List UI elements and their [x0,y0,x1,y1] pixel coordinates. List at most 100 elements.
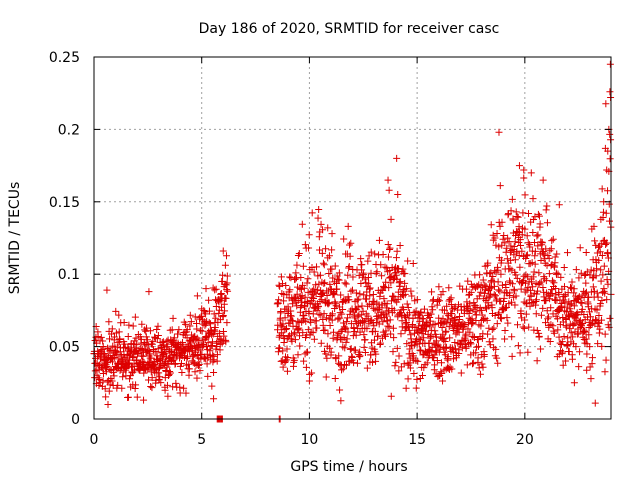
data-point-1011 [357,311,365,319]
data-point-1239 [406,364,414,372]
data-point-1005 [356,352,364,360]
data-point-1533 [470,299,478,307]
x-tick-label-3: 15 [408,432,426,448]
data-point-431 [183,354,191,362]
data-point-603 [220,332,228,340]
data-point-115 [115,311,123,319]
data-point-1795 [526,260,534,268]
data-point-1055 [367,351,375,359]
data-point-1496 [462,330,470,338]
data-point-863 [325,252,333,260]
data-point-222 [138,320,146,328]
data-point-664 [283,324,291,332]
data-point-1370 [435,314,443,322]
data-point-1954 [560,283,568,291]
data-point-1936 [557,347,565,355]
data-point-2181 [606,88,614,96]
data-point-1301 [420,364,428,372]
data-point-2141 [601,289,609,297]
data-point-81 [107,330,115,338]
data-point-71 [105,387,113,395]
data-point-1876 [544,315,552,323]
data-point-1076 [371,327,379,335]
data-point-1145 [386,316,394,324]
data-point-948 [344,271,352,279]
data-point-2047 [581,327,589,335]
data-point-702 [291,329,299,337]
data-point-1487 [460,337,468,345]
data-point-1989 [568,278,576,286]
data-point-1821 [532,297,540,305]
data-point-1044 [364,273,372,281]
data-point-1816 [531,252,539,260]
data-point-2166 [606,155,614,163]
data-point-162 [125,321,133,329]
data-point-1729 [512,292,520,300]
data-point-2146 [602,100,610,108]
data-point-2132 [599,271,607,279]
data-point-1804 [528,259,536,267]
data-point-987 [352,331,360,339]
data-point-615 [222,252,230,260]
data-point-445 [186,322,194,330]
data-point-378 [171,359,179,367]
data-point-1768 [520,324,528,332]
data-point-1337 [428,288,436,296]
data-point-1846 [537,278,545,286]
data-point-1786 [524,239,532,247]
data-point-1560 [476,271,484,279]
data-point-1899 [549,277,557,285]
data-point-112 [114,338,122,346]
data-point-201 [133,393,141,401]
data-point-835 [319,259,327,267]
data-point-862 [325,299,333,307]
data-point-45 [100,350,108,358]
data-point-865 [326,280,334,288]
data-point-960 [346,345,354,353]
data-point-1164 [390,306,398,314]
data-point-1818 [531,260,539,268]
data-point-470 [191,313,199,321]
data-point-515 [201,321,209,329]
data-point-1077 [372,357,380,365]
data-point-2154 [604,187,612,195]
data-point-165 [126,375,134,383]
data-point-668 [283,367,291,375]
data-point-1615 [487,284,495,292]
data-point-85 [108,325,116,333]
data-point-1335 [427,310,435,318]
data-point-1271 [413,296,421,304]
data-point-330 [161,386,169,394]
data-point-1661 [497,315,505,323]
data-point-725 [296,342,304,350]
data-point-355 [166,369,174,377]
data-point-1646 [494,278,502,286]
data-point-1893 [547,245,555,253]
data-point-568 [212,302,220,310]
data-point-1787 [524,209,532,217]
data-point-642 [278,289,286,297]
data-point-1278 [415,328,423,336]
data-point-1662 [498,256,506,264]
data-point-2021 [575,274,583,282]
data-point-1571 [478,360,486,368]
x-axis-label: GPS time / hours [290,459,407,475]
data-point-1514 [466,300,474,308]
data-point-836 [320,327,328,335]
data-point-1941 [558,300,566,308]
data-point-2176 [515,162,523,170]
data-point-1417 [445,284,453,292]
data-point-631 [275,344,283,352]
data-point-692 [289,300,297,308]
data-point-1362 [433,342,441,350]
data-point-1845 [537,257,545,265]
plot-frame [93,56,612,420]
data-point-1212 [401,279,409,287]
data-point-993 [353,359,361,367]
data-point-1467 [456,312,464,320]
data-point-1952 [560,333,568,341]
data-point-1392 [439,336,447,344]
data-point-1877 [544,251,552,259]
data-point-782 [308,263,316,271]
data-point-1423 [446,363,454,371]
